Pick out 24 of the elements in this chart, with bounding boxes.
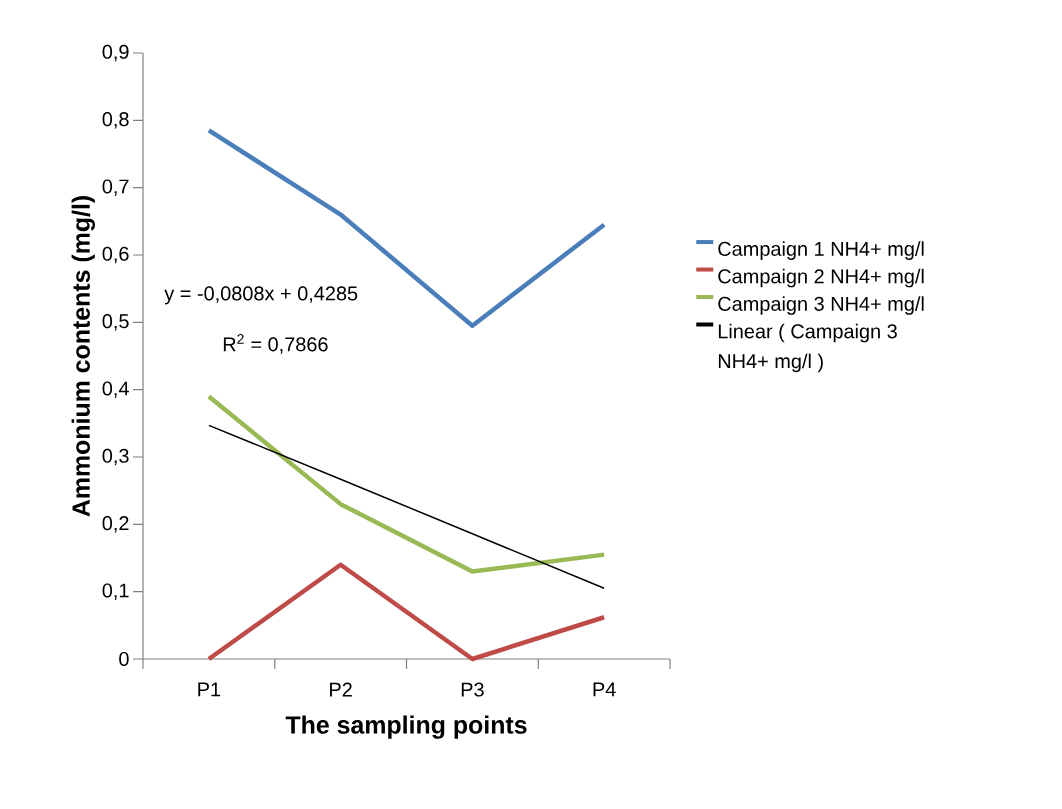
x-tick-label: P2 (330, 682, 352, 697)
y-tick-label: 0,6 (102, 246, 129, 264)
legend-label: Campaign 3 NH4+ mg/l (718, 296, 924, 315)
x-tick-label: P3 (461, 682, 484, 697)
x-tick-label: P1 (198, 682, 221, 697)
y-tick-label: 0,8 (102, 112, 129, 129)
y-tick-label: 0,1 (102, 583, 129, 600)
y-tick-label: 0,2 (102, 516, 129, 533)
legend-label: Campaign 2 NH4+ mg/l (718, 268, 924, 288)
y-tick-label: 0,9 (102, 44, 129, 62)
y-tick-label: 0,4 (102, 381, 129, 398)
x-tick-label: P4 (593, 682, 616, 697)
legend-label: Linear ( Campaign 3 NH4+ mg/l ) (718, 323, 897, 373)
y-tick-label: 0,3 (102, 448, 129, 466)
y-tick-label: 0 (119, 651, 129, 667)
annotation: y = -0,0808x + 0,4285 (164, 286, 358, 305)
x-axis-title: The sampling points (285, 715, 527, 739)
y-tick-label: 0,7 (102, 179, 129, 196)
y-axis-title: Ammonium contents (mg/l) (71, 196, 95, 517)
y-tick-label: 0,5 (102, 314, 129, 331)
line-series (206, 394, 607, 574)
annotation: R$^{2}$ = 0,7866 (223, 333, 328, 354)
line-series (208, 424, 605, 590)
legend-label: Campaign 1 NH4+ mg/l (718, 241, 924, 260)
